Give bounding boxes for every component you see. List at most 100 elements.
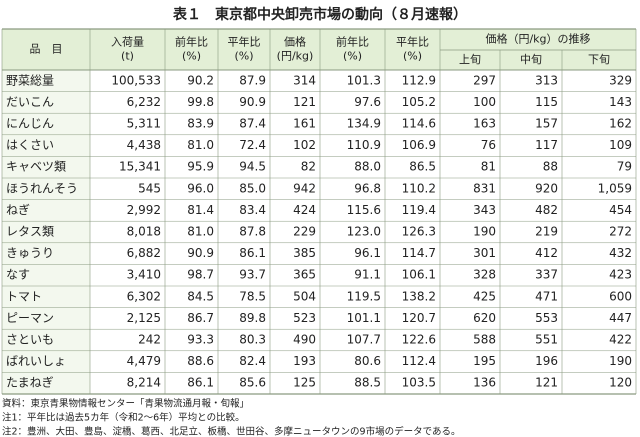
column-header: (t): [121, 50, 134, 63]
item-name: ばれいしょ: [6, 354, 66, 368]
cell-value: 329: [609, 73, 632, 87]
cell-value: 490: [293, 333, 316, 347]
header-bg: [2, 29, 636, 70]
cell-value: 423: [609, 268, 632, 282]
footnote: 注1：平年比は過去5カ年（令和2～6年）平均との比較。: [2, 412, 245, 424]
item-name: はくさい: [6, 138, 54, 152]
column-header: 平年比: [396, 35, 429, 49]
cell-value: 120: [609, 376, 632, 390]
cell-value: 126.3: [402, 225, 436, 239]
cell-value: 551: [535, 333, 558, 347]
cell-value: 219: [535, 225, 558, 239]
cell-value: 432: [609, 246, 632, 260]
cell-value: 96.0: [187, 181, 214, 195]
cell-value: 96.8: [354, 181, 381, 195]
sub-header: 下旬: [588, 53, 610, 66]
column-header: 前年比: [175, 35, 208, 49]
cell-value: 301: [473, 246, 496, 260]
cell-value: 87.9: [239, 73, 266, 87]
cell-value: 123.0: [347, 225, 381, 239]
cell-value: 454: [609, 203, 632, 217]
cell-value: 110.2: [402, 181, 436, 195]
cell-value: 119.5: [347, 289, 381, 303]
column-header: 価格: [284, 35, 306, 49]
cell-value: 229: [293, 225, 316, 239]
cell-value: 196: [535, 354, 558, 368]
column-header: (%): [403, 50, 422, 63]
cell-value: 162: [609, 117, 632, 131]
cell-value: 831: [473, 181, 496, 195]
cell-value: 90.2: [187, 73, 214, 87]
cell-value: 100,533: [111, 73, 161, 87]
cell-value: 114.7: [402, 246, 436, 260]
item-name: ピーマン: [6, 311, 54, 325]
cell-value: 242: [138, 333, 161, 347]
cell-value: 385: [293, 246, 316, 260]
column-header: 入荷量: [111, 36, 144, 49]
cell-value: 82: [301, 160, 316, 174]
cell-value: 523: [293, 311, 316, 325]
cell-value: 4,438: [127, 138, 161, 152]
cell-value: 1,059: [598, 181, 632, 195]
cell-value: 90.9: [187, 246, 214, 260]
cell-value: 101.3: [347, 73, 381, 87]
column-header: 品 目: [30, 43, 63, 56]
cell-value: 313: [535, 73, 558, 87]
item-name: にんじん: [6, 117, 54, 131]
cell-value: 6,302: [127, 289, 161, 303]
cell-value: 109: [609, 138, 632, 152]
item-name: だいこん: [6, 95, 54, 109]
cell-value: 78.5: [239, 289, 266, 303]
sub-header: 中旬: [520, 53, 542, 66]
cell-value: 157: [535, 117, 558, 131]
cell-value: 96.1: [354, 246, 381, 260]
column-header: (%): [234, 50, 253, 63]
cell-value: 297: [473, 73, 496, 87]
cell-value: 3,410: [127, 268, 161, 282]
cell-value: 15,341: [119, 160, 161, 174]
cell-value: 143: [609, 95, 632, 109]
cell-value: 112.9: [402, 73, 436, 87]
cell-value: 545: [138, 181, 161, 195]
cell-value: 119.4: [402, 203, 436, 217]
cell-value: 161: [293, 117, 316, 131]
cell-value: 86.7: [187, 311, 214, 325]
item-name: ほうれんそう: [6, 181, 78, 195]
cell-value: 106.1: [402, 268, 436, 282]
cell-value: 82.4: [239, 354, 266, 368]
title: 表１ 東京都中央卸売市場の動向（８月速報）: [172, 6, 467, 23]
cell-value: 86.1: [239, 246, 266, 260]
footnote: 資料：東京青果物情報センター「青果物流通月報・旬報」: [2, 398, 249, 410]
cell-value: 114.6: [402, 117, 436, 131]
cell-value: 2,125: [127, 311, 161, 325]
cell-value: 86.5: [409, 160, 436, 174]
cell-value: 195: [473, 354, 496, 368]
item-name: さといも: [6, 333, 54, 347]
cell-value: 482: [535, 203, 558, 217]
cell-value: 8,214: [127, 376, 161, 390]
cell-value: 6,882: [127, 246, 161, 260]
cell-value: 81: [481, 160, 496, 174]
item-name: たまねぎ: [6, 376, 54, 390]
cell-value: 620: [473, 311, 496, 325]
footnote: 注2：豊洲、大田、豊島、淀橋、葛西、北足立、板橋、世田谷、多摩ニュータウンの9市…: [2, 426, 461, 437]
name-col-bg: [2, 70, 90, 394]
cell-value: 98.7: [187, 268, 214, 282]
cell-value: 121: [535, 376, 558, 390]
cell-value: 422: [609, 333, 632, 347]
cell-value: 72.4: [239, 138, 266, 152]
cell-value: 138.2: [402, 289, 436, 303]
item-name: なす: [6, 268, 30, 282]
cell-value: 125: [293, 376, 316, 390]
cell-value: 120.7: [402, 311, 436, 325]
column-header: 平年比: [228, 35, 261, 49]
cell-value: 412: [535, 246, 558, 260]
sub-header: 上旬: [459, 53, 481, 66]
cell-value: 84.5: [187, 289, 214, 303]
cell-value: 88: [543, 160, 558, 174]
cell-value: 80.6: [354, 354, 381, 368]
cell-value: 99.8: [187, 95, 214, 109]
cell-value: 272: [609, 225, 632, 239]
cell-value: 88.5: [354, 376, 381, 390]
